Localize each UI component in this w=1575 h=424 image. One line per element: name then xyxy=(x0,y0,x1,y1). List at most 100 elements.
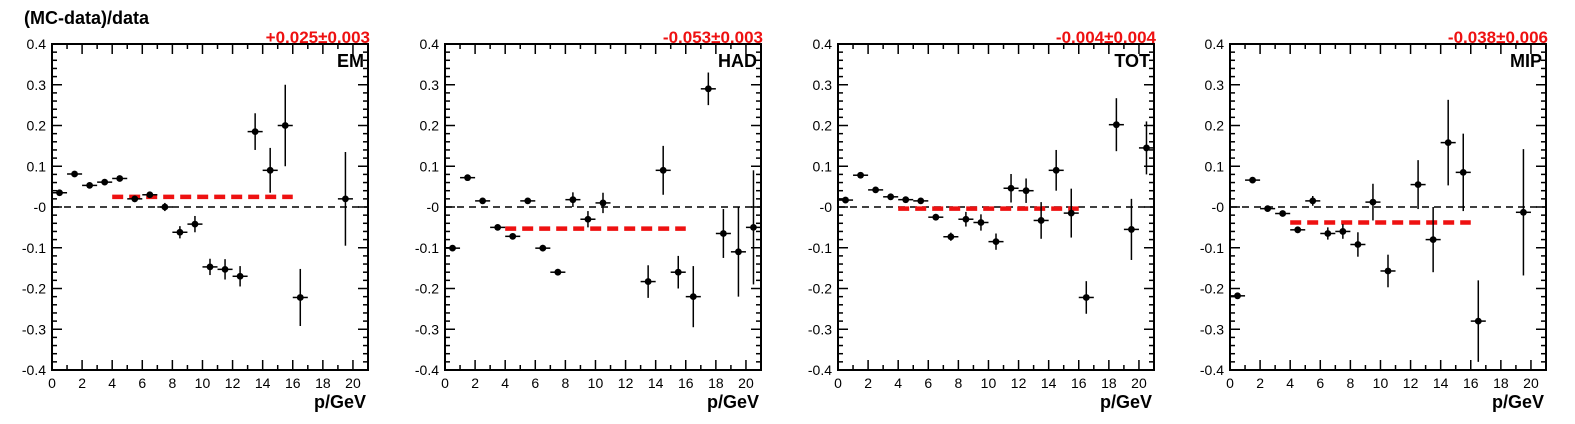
data-point xyxy=(595,192,611,214)
x-tick-label: 8 xyxy=(168,375,176,391)
x-tick-label: 2 xyxy=(1256,375,1264,391)
x-axis-label: p/GeV xyxy=(1492,392,1544,412)
y-tick-label: 0.4 xyxy=(813,36,833,52)
fit-value-label: -0.053±0.003 xyxy=(663,28,763,47)
data-point xyxy=(670,255,686,289)
data-marker xyxy=(1264,205,1272,213)
data-marker xyxy=(1067,209,1075,217)
chart-panel-em: 0 2 4 6 8 10 12 14 16 18 20 -0.4 -0.3 -0.2 -0.1 -0 0.1 0.… xyxy=(22,28,370,412)
x-tick-label: 14 xyxy=(648,375,664,391)
data-marker xyxy=(71,170,78,178)
data-point xyxy=(1245,176,1261,184)
y-tick-label: 0.2 xyxy=(813,118,833,134)
data-point xyxy=(898,196,914,204)
panel-label: EM xyxy=(337,51,364,71)
data-marker xyxy=(1249,176,1256,184)
data-marker xyxy=(962,215,970,223)
data-point xyxy=(1470,280,1486,362)
y-tick-label: -0.1 xyxy=(22,240,46,256)
x-tick-label: 12 xyxy=(618,375,634,391)
data-marker xyxy=(872,186,880,194)
x-tick-label: 12 xyxy=(1403,375,1419,391)
data-marker xyxy=(1459,168,1467,176)
data-marker xyxy=(1444,139,1452,147)
data-point xyxy=(973,214,989,231)
y-tick-label: -0.4 xyxy=(1200,362,1224,378)
data-marker xyxy=(524,197,532,205)
data-marker xyxy=(1474,317,1482,325)
data-point xyxy=(883,193,899,201)
data-point xyxy=(1123,198,1139,260)
data-marker xyxy=(1339,228,1347,235)
data-point xyxy=(1033,202,1049,239)
data-point xyxy=(580,211,596,228)
data-point xyxy=(745,170,761,285)
data-marker xyxy=(1082,294,1090,301)
data-point xyxy=(67,170,83,178)
data-marker xyxy=(539,244,547,252)
data-point xyxy=(1350,232,1366,257)
data-marker xyxy=(977,219,985,226)
data-point xyxy=(1078,281,1094,314)
y-tick-label: -0.4 xyxy=(22,362,46,378)
y-tick-label: -0 xyxy=(34,199,47,215)
data-marker xyxy=(251,128,259,136)
data-marker xyxy=(1294,226,1302,234)
chart-panel-had: 0 2 4 6 8 10 12 14 16 18 20 -0.4 -0.3 -0.2 -0.1 -0 0.1 0.… xyxy=(415,28,763,412)
y-tick-label: -0.2 xyxy=(1200,281,1224,297)
data-point xyxy=(445,244,461,252)
data-point xyxy=(550,268,566,276)
data-marker xyxy=(704,85,712,93)
data-point xyxy=(1455,133,1471,212)
x-tick-label: 0 xyxy=(441,375,449,391)
data-point xyxy=(1335,224,1351,239)
data-point xyxy=(187,215,203,233)
x-tick-label: 2 xyxy=(78,375,86,391)
data-marker xyxy=(569,196,577,204)
y-tick-label: -0.2 xyxy=(22,281,46,297)
x-tick-label: 12 xyxy=(1011,375,1027,391)
data-marker xyxy=(917,197,925,205)
data-marker xyxy=(479,197,487,205)
x-tick-label: 12 xyxy=(225,375,241,391)
data-marker xyxy=(902,196,910,204)
data-point xyxy=(958,211,974,227)
data-point xyxy=(1515,149,1531,276)
data-point xyxy=(217,259,233,280)
fit-value-label: -0.004±0.004 xyxy=(1056,28,1157,47)
data-marker xyxy=(1007,184,1015,192)
x-tick-label: 0 xyxy=(48,375,56,391)
data-point xyxy=(505,232,521,240)
x-tick-label: 4 xyxy=(501,375,509,391)
y-tick-label: -0 xyxy=(427,199,440,215)
data-marker xyxy=(1037,217,1045,224)
data-point xyxy=(1380,254,1396,288)
data-marker xyxy=(932,213,940,221)
data-marker xyxy=(131,195,139,203)
x-tick-label: 6 xyxy=(138,375,146,391)
y-tick-label: -0.1 xyxy=(808,240,832,256)
x-tick-label: 0 xyxy=(834,375,842,391)
y-tick-label: -0 xyxy=(820,199,833,215)
x-tick-label: 14 xyxy=(1041,375,1057,391)
data-marker xyxy=(206,263,214,271)
x-tick-label: 2 xyxy=(864,375,872,391)
data-marker xyxy=(599,199,607,207)
data-marker xyxy=(719,230,727,237)
data-point xyxy=(1260,205,1276,213)
chart-panel-tot: 0 2 4 6 8 10 12 14 16 18 20 -0.4 -0.3 -0.2 -0.1 -0 0.1 0.… xyxy=(808,28,1157,412)
chart-panel-mip: 0 2 4 6 8 10 12 14 16 18 20 -0.4 -0.3 -0.2 -0.1 -0 0.1 0.… xyxy=(1200,28,1548,412)
data-point xyxy=(490,223,506,231)
data-point xyxy=(112,175,128,182)
data-point xyxy=(868,186,884,194)
data-point xyxy=(277,84,293,167)
data-point xyxy=(262,147,278,193)
x-tick-label: 0 xyxy=(1226,375,1234,391)
data-point xyxy=(655,145,671,195)
y-tick-label: 0.1 xyxy=(1205,158,1225,174)
data-marker xyxy=(1112,121,1120,129)
y-tick-label: 0.1 xyxy=(27,158,47,174)
y-tick-label: -0.4 xyxy=(808,362,832,378)
x-tick-label: 8 xyxy=(1346,375,1354,391)
